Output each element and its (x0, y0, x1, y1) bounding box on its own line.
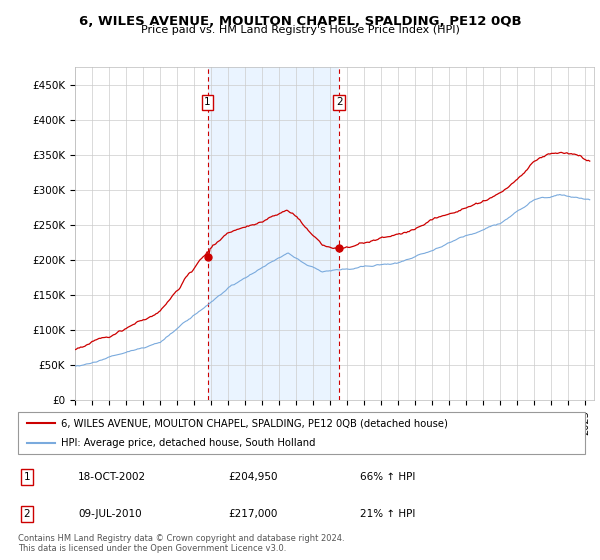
Text: 6, WILES AVENUE, MOULTON CHAPEL, SPALDING, PE12 0QB (detached house): 6, WILES AVENUE, MOULTON CHAPEL, SPALDIN… (61, 418, 448, 428)
Text: Price paid vs. HM Land Registry's House Price Index (HPI): Price paid vs. HM Land Registry's House … (140, 25, 460, 35)
Text: 09-JUL-2010: 09-JUL-2010 (78, 509, 142, 519)
Text: HPI: Average price, detached house, South Holland: HPI: Average price, detached house, Sout… (61, 438, 315, 448)
Text: £217,000: £217,000 (228, 509, 277, 519)
Text: 66% ↑ HPI: 66% ↑ HPI (360, 473, 415, 482)
Text: Contains HM Land Registry data © Crown copyright and database right 2024.
This d: Contains HM Land Registry data © Crown c… (18, 534, 344, 553)
Text: £204,950: £204,950 (228, 473, 277, 482)
Text: 6, WILES AVENUE, MOULTON CHAPEL, SPALDING, PE12 0QB: 6, WILES AVENUE, MOULTON CHAPEL, SPALDIN… (79, 15, 521, 27)
Text: 1: 1 (23, 473, 31, 482)
Text: 21% ↑ HPI: 21% ↑ HPI (360, 509, 415, 519)
Text: 2: 2 (336, 97, 343, 107)
Bar (208, 67, 339, 400)
Text: 1: 1 (204, 97, 211, 107)
Text: 2: 2 (23, 509, 31, 519)
Text: 18-OCT-2002: 18-OCT-2002 (78, 473, 146, 482)
